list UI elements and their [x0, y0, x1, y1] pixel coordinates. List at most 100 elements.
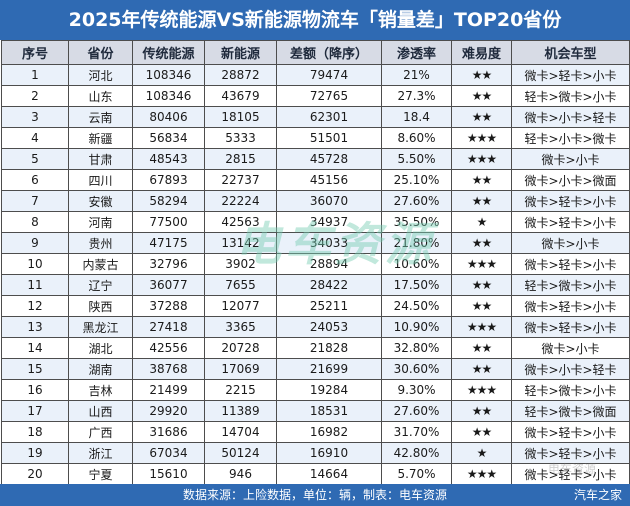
gap-cell: 45728 [276, 148, 382, 170]
gap-cell: 72765 [276, 85, 382, 107]
opportunity-models-cell: 轻卡>微卡>小卡 [511, 274, 630, 296]
difficulty-stars: ★★ [451, 337, 512, 359]
difficulty-stars: ★★★ [451, 253, 512, 275]
difficulty-stars: ★★ [451, 274, 512, 296]
province-cell: 云南 [68, 106, 133, 128]
rank-cell: 6 [1, 169, 69, 191]
nev-sales-cell: 12077 [204, 295, 277, 317]
opportunity-models-cell: 微卡>轻卡>小卡 [511, 190, 630, 212]
difficulty-stars: ★★ [451, 232, 512, 254]
rank-cell: 14 [1, 337, 69, 359]
province-cell: 宁夏 [68, 463, 133, 485]
nev-sales-cell: 42563 [204, 211, 277, 233]
difficulty-stars: ★★ [451, 190, 512, 212]
table-row: 3 云南 80406 18105 62301 18.4 ★★ 微卡>小卡>轻卡 [1, 106, 630, 128]
traditional-sales-cell: 37288 [132, 295, 205, 317]
province-cell: 浙江 [68, 442, 133, 464]
gap-cell: 34033 [276, 232, 382, 254]
penetration-cell: 27.60% [381, 400, 452, 422]
penetration-cell: 27.60% [381, 190, 452, 212]
difficulty-stars: ★ [451, 442, 512, 464]
difficulty-stars: ★★★ [451, 127, 512, 149]
nev-sales-cell: 7655 [204, 274, 277, 296]
column-header: 省份 [68, 40, 133, 65]
column-header: 机会车型 [511, 40, 630, 65]
rank-cell: 8 [1, 211, 69, 233]
table-row: 20 宁夏 15610 946 14664 5.70% ★★★ 微卡>轻卡>小卡 [1, 463, 630, 485]
penetration-cell: 32.80% [381, 337, 452, 359]
sales-gap-table: 序号 省份 传统能源 新能源 差额（降序） 渗透率 难易度 机会车型 1 河北 108346 288… [1, 40, 630, 485]
gap-cell: 25211 [276, 295, 382, 317]
penetration-cell: 21.80% [381, 232, 452, 254]
difficulty-stars: ★ [451, 211, 512, 233]
traditional-sales-cell: 48543 [132, 148, 205, 170]
table-row: 9 贵州 47175 13142 34033 21.80% ★★ 微卡>小卡 [1, 232, 630, 254]
penetration-cell: 17.50% [381, 274, 452, 296]
table-header-row: 序号 省份 传统能源 新能源 差额（降序） 渗透率 难易度 机会车型 [1, 40, 630, 65]
table-row: 5 甘肃 48543 2815 45728 5.50% ★★★ 微卡>小卡 [1, 148, 630, 170]
traditional-sales-cell: 58294 [132, 190, 205, 212]
penetration-cell: 30.60% [381, 358, 452, 380]
penetration-cell: 27.3% [381, 85, 452, 107]
traditional-sales-cell: 47175 [132, 232, 205, 254]
traditional-sales-cell: 80406 [132, 106, 205, 128]
gap-cell: 28894 [276, 253, 382, 275]
gap-cell: 16982 [276, 421, 382, 443]
penetration-cell: 8.60% [381, 127, 452, 149]
traditional-sales-cell: 21499 [132, 379, 205, 401]
opportunity-models-cell: 微卡>轻卡>小卡 [511, 463, 630, 485]
opportunity-models-cell: 微卡>轻卡>小卡 [511, 295, 630, 317]
penetration-cell: 25.10% [381, 169, 452, 191]
column-header: 难易度 [451, 40, 512, 65]
table-row: 12 陕西 37288 12077 25211 24.50% ★★ 微卡>轻卡>小卡 [1, 295, 630, 317]
nev-sales-cell: 3902 [204, 253, 277, 275]
rank-cell: 15 [1, 358, 69, 380]
province-cell: 湖南 [68, 358, 133, 380]
difficulty-stars: ★★ [451, 169, 512, 191]
nev-sales-cell: 946 [204, 463, 277, 485]
traditional-sales-cell: 108346 [132, 85, 205, 107]
traditional-sales-cell: 31686 [132, 421, 205, 443]
province-cell: 陕西 [68, 295, 133, 317]
opportunity-models-cell: 微卡>轻卡>小卡 [511, 211, 630, 233]
province-cell: 内蒙古 [68, 253, 133, 275]
gap-cell: 36070 [276, 190, 382, 212]
rank-cell: 9 [1, 232, 69, 254]
rank-cell: 18 [1, 421, 69, 443]
nev-sales-cell: 18105 [204, 106, 277, 128]
brand-label: 汽车之家 [573, 488, 622, 502]
opportunity-models-cell: 微卡>轻卡>小卡 [511, 253, 630, 275]
penetration-cell: 5.70% [381, 463, 452, 485]
difficulty-stars: ★★ [451, 106, 512, 128]
penetration-cell: 10.90% [381, 316, 452, 338]
gap-cell: 14664 [276, 463, 382, 485]
rank-cell: 4 [1, 127, 69, 149]
penetration-cell: 18.4 [381, 106, 452, 128]
opportunity-models-cell: 微卡>小卡 [511, 148, 630, 170]
table-row: 10 内蒙古 32796 3902 28894 10.60% ★★★ 微卡>轻卡>小卡 [1, 253, 630, 275]
traditional-sales-cell: 36077 [132, 274, 205, 296]
opportunity-models-cell: 轻卡>小卡>微卡 [511, 127, 630, 149]
province-cell: 山西 [68, 400, 133, 422]
opportunity-models-cell: 微卡>小卡 [511, 232, 630, 254]
opportunity-models-cell: 微卡>轻卡>小卡 [511, 316, 630, 338]
penetration-cell: 10.60% [381, 253, 452, 275]
traditional-sales-cell: 67034 [132, 442, 205, 464]
difficulty-stars: ★★ [451, 295, 512, 317]
penetration-cell: 21% [381, 64, 452, 86]
opportunity-models-cell: 轻卡>微卡>小卡 [511, 379, 630, 401]
nev-sales-cell: 22737 [204, 169, 277, 191]
gap-cell: 79474 [276, 64, 382, 86]
table-row: 16 吉林 21499 2215 19284 9.30% ★★★ 轻卡>微卡>小卡 [1, 379, 630, 401]
column-header: 传统能源 [132, 40, 205, 65]
penetration-cell: 9.30% [381, 379, 452, 401]
nev-sales-cell: 2215 [204, 379, 277, 401]
opportunity-models-cell: 微卡>轻卡>小卡 [511, 64, 630, 86]
gap-cell: 51501 [276, 127, 382, 149]
difficulty-stars: ★★★ [451, 316, 512, 338]
traditional-sales-cell: 29920 [132, 400, 205, 422]
opportunity-models-cell: 微卡>小卡>轻卡 [511, 358, 630, 380]
gap-cell: 21699 [276, 358, 382, 380]
column-header: 新能源 [204, 40, 277, 65]
province-cell: 甘肃 [68, 148, 133, 170]
